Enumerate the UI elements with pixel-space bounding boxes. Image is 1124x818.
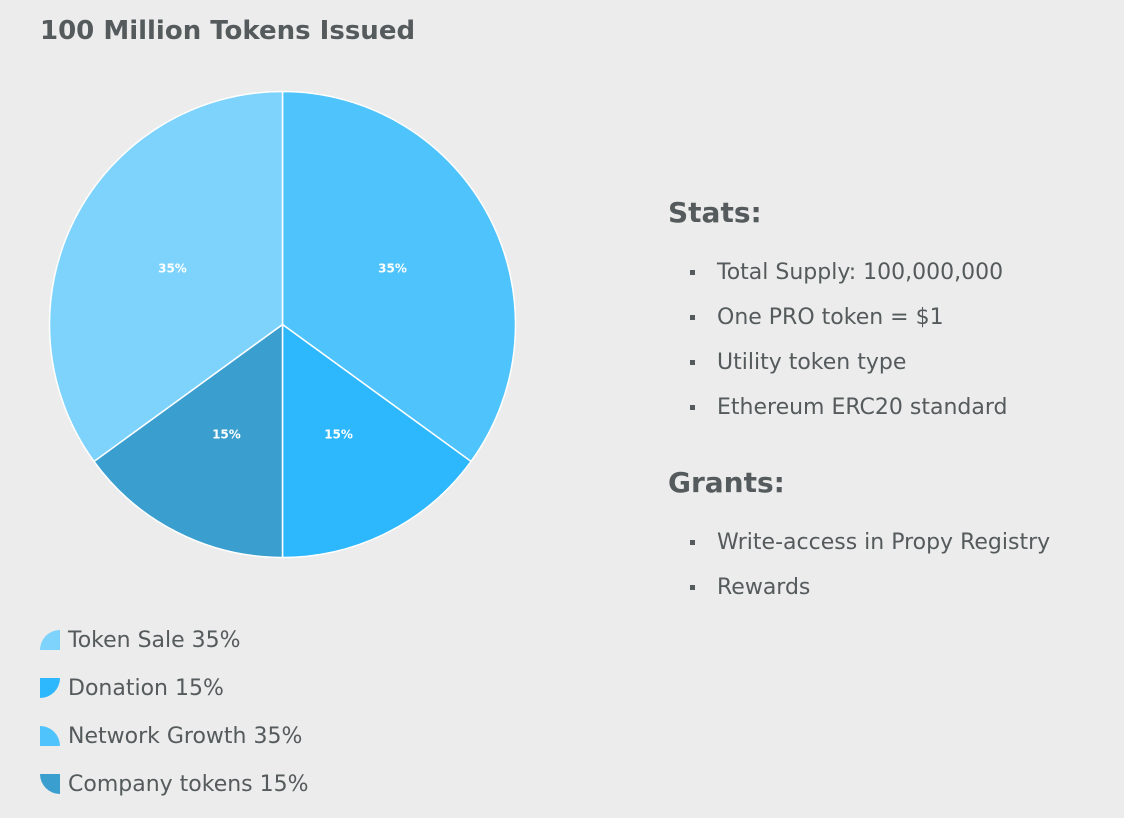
list-item-text: Rewards bbox=[717, 575, 811, 600]
list-item-text: Ethereum ERC20 standard bbox=[717, 395, 1008, 420]
stats-list: Total Supply: 100,000,000 One PRO token … bbox=[668, 250, 1108, 430]
slice-data-label: 15% bbox=[212, 428, 241, 442]
list-item: Total Supply: 100,000,000 bbox=[668, 250, 1108, 295]
slice-data-label: 35% bbox=[158, 261, 187, 275]
stats-panel: Stats: Total Supply: 100,000,000 One PRO… bbox=[668, 190, 1108, 610]
list-item: Utility token type bbox=[668, 340, 1108, 385]
legend-swatch-shape bbox=[40, 726, 60, 746]
list-item-text: Total Supply: 100,000,000 bbox=[717, 260, 1004, 285]
legend-item[interactable]: Company tokens 15% bbox=[38, 760, 309, 808]
legend-swatch-icon bbox=[40, 774, 60, 794]
list-item: Rewards bbox=[668, 565, 1108, 610]
list-item-text: Utility token type bbox=[717, 350, 907, 375]
legend-label: Token Sale 35% bbox=[68, 627, 241, 653]
legend-item[interactable]: Donation 15% bbox=[38, 664, 309, 712]
bullet-icon bbox=[690, 585, 695, 590]
pie-slice-company-tokens[interactable] bbox=[92, 323, 284, 559]
grants-list: Write-access in Propy Registry Rewards bbox=[668, 520, 1108, 610]
legend-swatch-icon bbox=[40, 630, 60, 650]
legend-item[interactable]: Token Sale 35% bbox=[38, 616, 309, 664]
bullet-icon bbox=[690, 315, 695, 320]
pie-slice-network-growth[interactable] bbox=[281, 90, 517, 463]
list-item-text: One PRO token = $1 bbox=[717, 305, 944, 330]
legend-label: Donation 15% bbox=[68, 675, 224, 701]
legend-item[interactable]: Network Growth 35% bbox=[38, 712, 309, 760]
legend-swatch-shape bbox=[40, 630, 60, 650]
bullet-icon bbox=[690, 405, 695, 410]
legend-swatch-shape bbox=[40, 678, 60, 698]
legend-label: Network Growth 35% bbox=[68, 723, 303, 749]
list-item: Write-access in Propy Registry bbox=[668, 520, 1108, 565]
pie-chart: 35% 15% 15% 35% bbox=[48, 90, 517, 559]
list-item: One PRO token = $1 bbox=[668, 295, 1108, 340]
grants-heading: Grants: bbox=[668, 466, 785, 499]
slice-data-label: 15% bbox=[324, 428, 353, 442]
bullet-icon bbox=[690, 270, 695, 275]
stats-heading: Stats: bbox=[668, 196, 762, 229]
legend-swatch-icon bbox=[40, 726, 60, 746]
chart-legend: Token Sale 35% Donation 15% Network Grow… bbox=[38, 616, 309, 808]
slice-data-label: 35% bbox=[378, 261, 407, 275]
legend-swatch-shape bbox=[40, 774, 60, 794]
bullet-icon bbox=[690, 360, 695, 365]
pie-slice-token-sale[interactable] bbox=[48, 90, 284, 463]
grants-section: Grants: Write-access in Propy Registry R… bbox=[668, 460, 1108, 610]
chart-title: 100 Million Tokens Issued bbox=[40, 16, 416, 46]
list-item: Ethereum ERC20 standard bbox=[668, 385, 1108, 430]
pie-slice-donation[interactable] bbox=[281, 323, 473, 559]
bullet-icon bbox=[690, 540, 695, 545]
legend-swatch-icon bbox=[40, 678, 60, 698]
list-item-text: Write-access in Propy Registry bbox=[717, 530, 1051, 555]
legend-label: Company tokens 15% bbox=[68, 771, 309, 797]
